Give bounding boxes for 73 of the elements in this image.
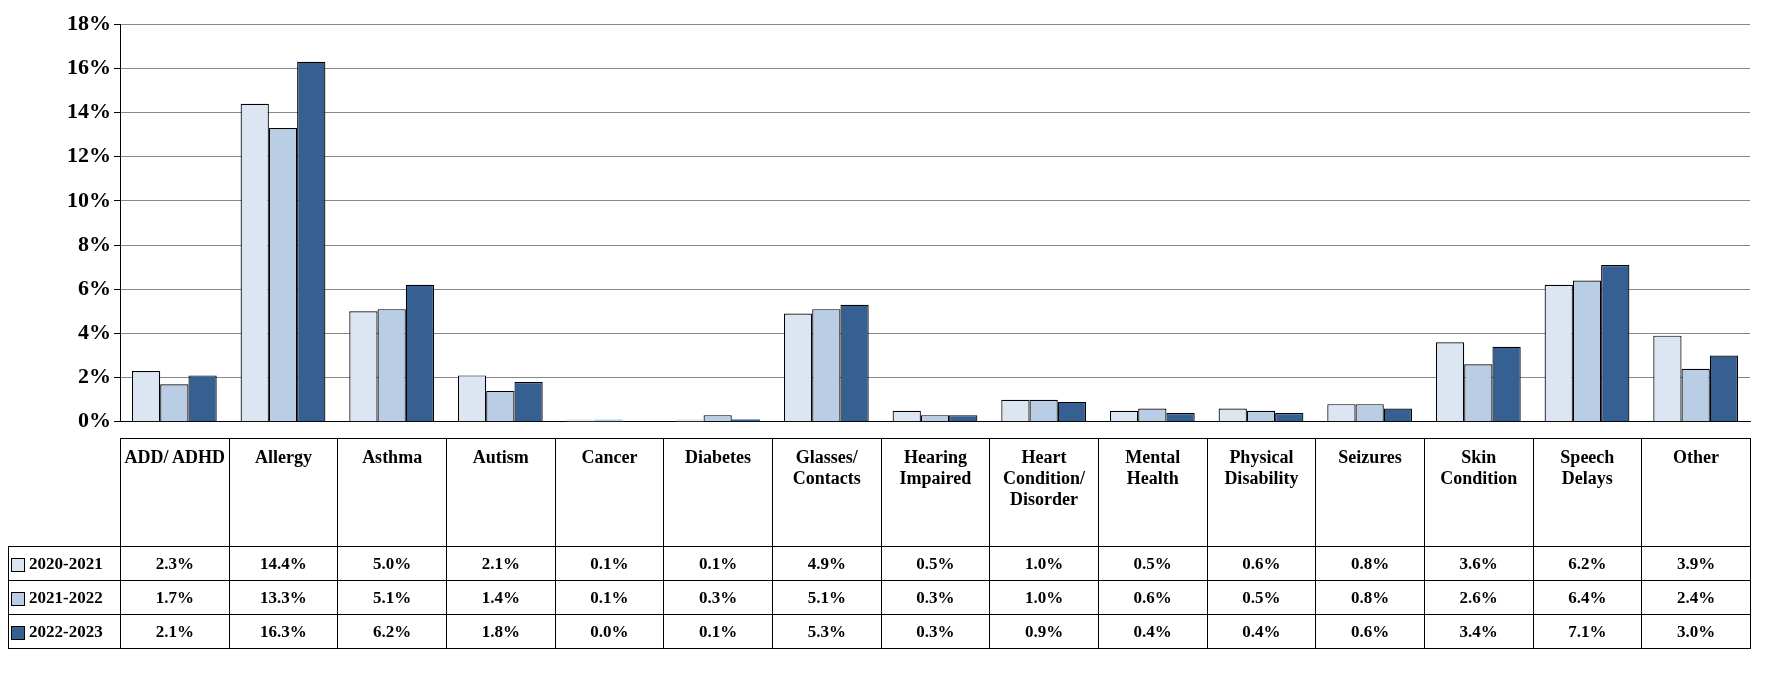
data-label: 0.3%	[881, 580, 990, 615]
data-label: 1.7%	[120, 580, 230, 615]
x-tick-label: Heart Condition/ Disorder	[989, 438, 1099, 547]
y-tick-label: 14%	[67, 98, 111, 124]
data-label: 1.4%	[446, 580, 556, 615]
data-label: 0.6%	[1315, 614, 1425, 649]
x-tick-label: Autism	[446, 438, 556, 547]
data-label: 1.0%	[989, 546, 1099, 581]
x-tick-label: Speech Delays	[1533, 438, 1642, 547]
data-label: 2.4%	[1641, 580, 1751, 615]
data-label: 6.2%	[1533, 546, 1642, 581]
data-label: 5.0%	[337, 546, 447, 581]
data-label: 6.2%	[337, 614, 447, 649]
x-tick-label: Asthma	[337, 438, 447, 547]
data-label: 0.5%	[881, 546, 990, 581]
data-label: 0.3%	[881, 614, 990, 649]
x-tick-label: Hearing Impaired	[881, 438, 990, 547]
x-tick-label: Other	[1641, 438, 1751, 547]
y-tick-label: 0%	[78, 407, 111, 433]
data-label: 2.6%	[1424, 580, 1534, 615]
data-label: 6.4%	[1533, 580, 1642, 615]
data-label: 0.8%	[1315, 546, 1425, 581]
data-label: 0.0%	[555, 614, 664, 649]
data-label: 2.1%	[120, 614, 230, 649]
data-label: 2.1%	[446, 546, 556, 581]
data-label: 14.4%	[229, 546, 338, 581]
y-tick-label: 8%	[78, 230, 111, 256]
legend-label: 2021-2022	[29, 587, 103, 607]
data-label: 0.5%	[1207, 580, 1316, 615]
x-tick-label: Physical Disability	[1207, 438, 1316, 547]
y-tick-label: 18%	[67, 9, 111, 35]
y-tick-label: 2%	[78, 363, 111, 389]
data-label: 1.8%	[446, 614, 556, 649]
x-tick-label: Skin Condition	[1424, 438, 1534, 547]
data-label: 0.9%	[989, 614, 1099, 649]
data-label: 5.1%	[772, 580, 882, 615]
data-label: 3.6%	[1424, 546, 1534, 581]
legend-label: 2022-2023	[29, 621, 103, 641]
x-tick-label: Allergy	[229, 438, 338, 547]
x-tick-label: Diabetes	[663, 438, 773, 547]
x-tick-label: Glasses/ Contacts	[772, 438, 882, 547]
data-label: 13.3%	[229, 580, 338, 615]
x-tick-label: ADD/ ADHD	[120, 438, 230, 547]
y-tick-label: 16%	[67, 54, 111, 80]
data-label: 0.4%	[1098, 614, 1208, 649]
data-label: 0.6%	[1207, 546, 1316, 581]
data-label: 4.9%	[772, 546, 882, 581]
legend-label: 2020-2021	[29, 553, 103, 573]
data-label: 3.9%	[1641, 546, 1751, 581]
data-label: 16.3%	[229, 614, 338, 649]
data-label: 2.3%	[120, 546, 230, 581]
data-label: 0.6%	[1098, 580, 1208, 615]
data-label: 0.3%	[663, 580, 773, 615]
y-tick-label: 4%	[78, 319, 111, 345]
data-label: 0.4%	[1207, 614, 1316, 649]
data-label: 5.3%	[772, 614, 882, 649]
data-label: 5.1%	[337, 580, 447, 615]
x-tick-label: Seizures	[1315, 438, 1425, 547]
data-label: 0.8%	[1315, 580, 1425, 615]
data-label: 0.1%	[663, 614, 773, 649]
x-tick-label: Mental Health	[1098, 438, 1208, 547]
data-label: 7.1%	[1533, 614, 1642, 649]
x-tick-label: Cancer	[555, 438, 664, 547]
data-label: 1.0%	[989, 580, 1099, 615]
data-label: 0.1%	[555, 546, 664, 581]
y-tick-label: 6%	[78, 274, 111, 300]
y-tick-label: 10%	[67, 186, 111, 212]
y-tick-label: 12%	[67, 142, 111, 168]
data-label: 0.1%	[555, 580, 664, 615]
data-label: 3.0%	[1641, 614, 1751, 649]
data-label: 0.5%	[1098, 546, 1208, 581]
data-label: 0.1%	[663, 546, 773, 581]
data-label: 3.4%	[1424, 614, 1534, 649]
